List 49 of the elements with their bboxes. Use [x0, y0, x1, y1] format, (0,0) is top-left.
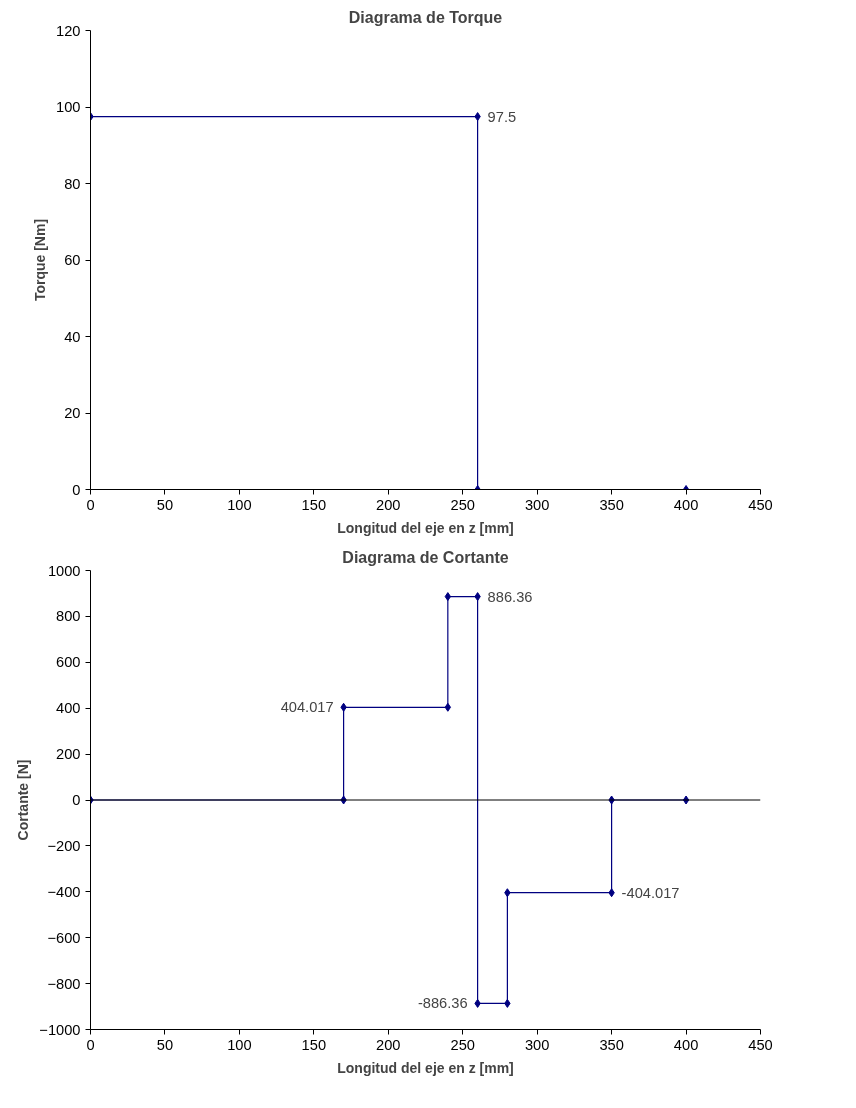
- annotation: -886.36: [417, 995, 468, 1012]
- x-tick-label: 300: [524, 496, 550, 513]
- x-tick-label: 50: [156, 1036, 174, 1053]
- y-tick-label: 1000: [47, 562, 81, 579]
- x-tick-label: 250: [450, 496, 475, 513]
- y-axis-title: Cortante [N]: [15, 759, 32, 841]
- annotation: 97.5: [487, 108, 517, 125]
- annotation: 886.36: [487, 588, 533, 605]
- annotation: -404.017: [621, 884, 680, 901]
- x-tick-label: 150: [301, 496, 327, 513]
- x-tick-label: 450: [748, 496, 773, 513]
- y-tick-label: −800: [47, 975, 81, 992]
- y-tick-label: −600: [47, 929, 81, 946]
- y-tick-label: 600: [56, 654, 81, 671]
- y-tick-label: 120: [56, 22, 81, 39]
- x-tick-label: 0: [86, 1036, 95, 1053]
- x-axis-title: Longitud del eje en z [mm]: [337, 519, 514, 536]
- y-tick-label: 80: [64, 175, 81, 192]
- x-tick-label: 0: [86, 496, 95, 513]
- y-tick-label: 0: [72, 792, 81, 808]
- x-tick-label: 100: [227, 496, 252, 513]
- y-tick-label: 40: [64, 328, 81, 345]
- y-tick-label: −200: [47, 837, 81, 854]
- x-tick-label: 400: [673, 496, 699, 513]
- x-tick-label: 400: [673, 1036, 699, 1053]
- y-tick-label: 0: [72, 481, 81, 498]
- y-tick-label: −400: [47, 883, 81, 900]
- y-tick-label: 100: [56, 99, 81, 115]
- x-tick-label: 250: [450, 1036, 475, 1053]
- y-tick-label: 60: [64, 252, 81, 268]
- y-tick-label: 20: [64, 405, 81, 421]
- x-tick-label: 350: [599, 496, 624, 513]
- x-tick-label: 150: [301, 1036, 327, 1053]
- x-tick-label: 450: [748, 1036, 773, 1053]
- y-tick-label: 200: [56, 746, 81, 763]
- y-axis-title: Torque [Nm]: [32, 218, 49, 302]
- x-tick-label: 300: [524, 1036, 550, 1053]
- chart-title: Diagrama de Torque: [348, 8, 503, 26]
- y-tick-label: −1000: [39, 1021, 81, 1038]
- x-tick-label: 50: [156, 496, 174, 513]
- annotation: 404.017: [280, 699, 334, 716]
- x-axis-title: Longitud del eje en z [mm]: [337, 1059, 514, 1076]
- x-tick-label: 100: [227, 1036, 252, 1053]
- y-tick-label: 400: [56, 700, 81, 717]
- x-tick-label: 350: [599, 1036, 624, 1053]
- y-tick-label: 800: [56, 608, 81, 625]
- x-tick-label: 200: [376, 496, 401, 513]
- x-tick-label: 200: [376, 1036, 401, 1053]
- chart-title: Diagrama de Cortante: [342, 548, 509, 566]
